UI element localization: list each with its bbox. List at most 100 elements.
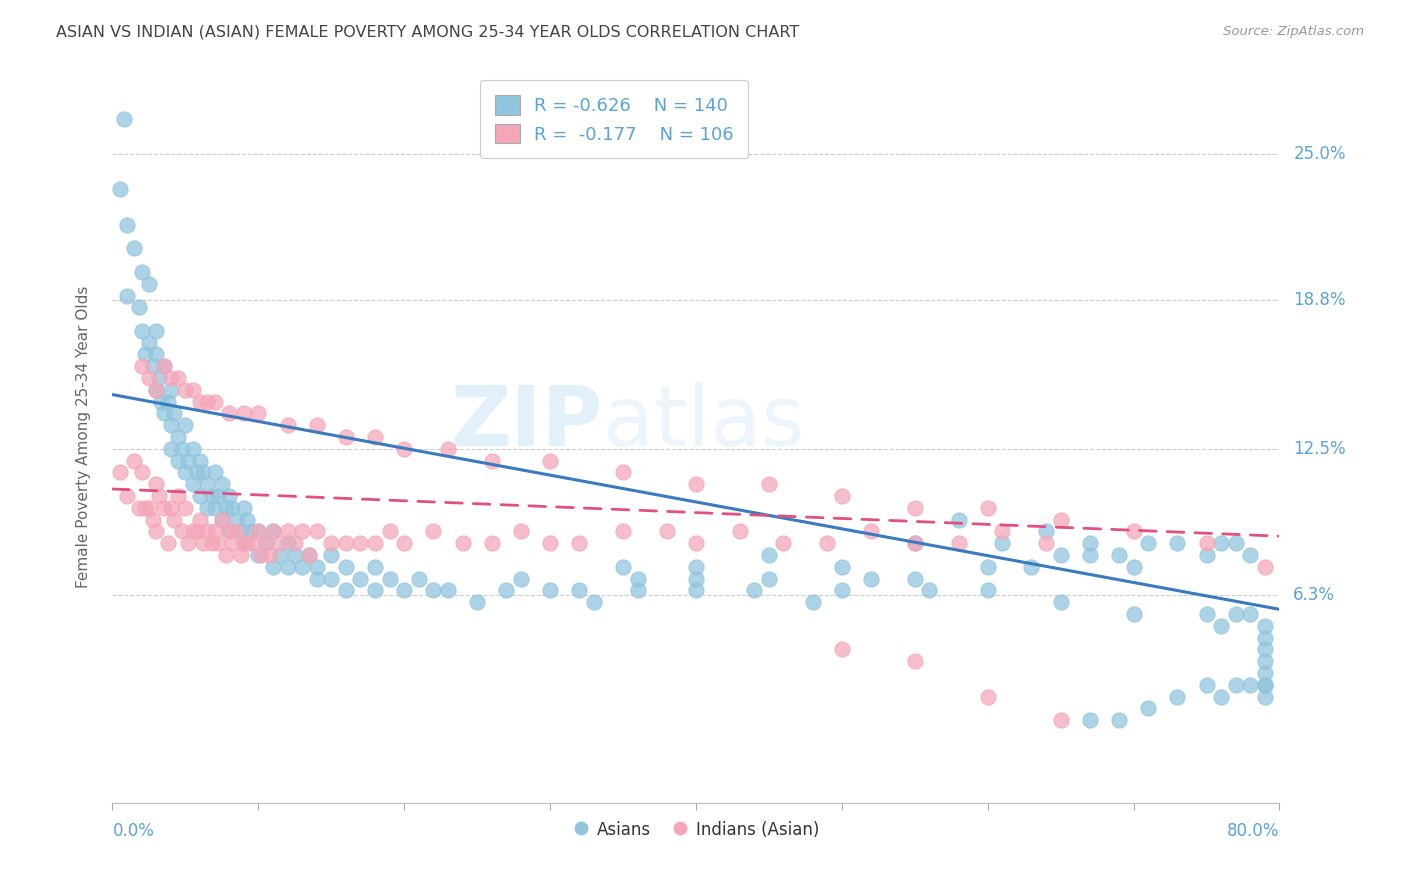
Point (276, 536, 298, 550)
Point (451, 536, 474, 550)
Point (1209, 690, 1232, 704)
Point (181, 477, 204, 491)
Point (291, 559, 314, 574)
Point (305, 559, 328, 574)
Point (1254, 654, 1277, 668)
Point (152, 359, 174, 374)
Point (211, 477, 233, 491)
Point (108, 182, 131, 196)
Point (218, 407, 240, 421)
Point (225, 513, 247, 527)
Point (394, 583, 416, 598)
Point (276, 418, 298, 433)
Point (904, 536, 927, 550)
Point (1254, 619, 1277, 633)
Point (131, 324, 153, 338)
Point (335, 559, 357, 574)
Point (976, 583, 998, 598)
Point (259, 548, 281, 562)
Point (269, 536, 291, 550)
Point (758, 477, 780, 491)
Point (138, 371, 160, 385)
Point (1239, 678, 1261, 692)
Point (335, 430, 357, 444)
Point (211, 513, 233, 527)
Point (1049, 595, 1071, 609)
Point (1254, 642, 1277, 657)
Point (1166, 690, 1188, 704)
Point (335, 583, 357, 598)
Point (247, 524, 270, 539)
Point (948, 513, 970, 527)
Point (148, 371, 170, 385)
Point (685, 572, 707, 586)
Point (305, 418, 328, 433)
Point (152, 500, 174, 515)
Point (408, 572, 430, 586)
Point (134, 500, 156, 515)
Point (685, 559, 707, 574)
Point (321, 572, 343, 586)
Point (831, 559, 853, 574)
Point (276, 524, 298, 539)
Point (1209, 619, 1232, 633)
Point (685, 583, 707, 598)
Text: 12.5%: 12.5% (1294, 440, 1346, 458)
Y-axis label: Female Poverty Among 25-34 Year Olds: Female Poverty Among 25-34 Year Olds (76, 286, 91, 588)
Point (904, 654, 927, 668)
Point (831, 583, 853, 598)
Point (108, 466, 131, 480)
Point (156, 394, 179, 409)
Point (364, 559, 387, 574)
Point (1254, 631, 1277, 645)
Point (235, 513, 257, 527)
Point (188, 489, 211, 503)
Point (188, 513, 211, 527)
Point (742, 583, 765, 598)
Point (437, 583, 460, 598)
Point (728, 524, 751, 539)
Point (215, 548, 238, 562)
Point (1239, 607, 1261, 621)
Point (481, 536, 503, 550)
Point (509, 572, 531, 586)
Point (1195, 678, 1218, 692)
Point (131, 466, 153, 480)
Point (172, 524, 194, 539)
Point (1078, 536, 1101, 550)
Point (254, 536, 277, 550)
Point (298, 548, 321, 562)
Point (134, 347, 156, 361)
Point (948, 536, 970, 550)
Point (188, 453, 211, 467)
Point (305, 572, 328, 586)
Point (627, 572, 650, 586)
Point (422, 524, 444, 539)
Point (204, 394, 226, 409)
Point (276, 559, 298, 574)
Point (145, 324, 167, 338)
Point (218, 489, 240, 503)
Point (218, 524, 240, 539)
Point (181, 383, 204, 397)
Point (145, 383, 167, 397)
Point (305, 524, 328, 539)
Point (1108, 548, 1130, 562)
Point (568, 536, 591, 550)
Point (1195, 536, 1218, 550)
Point (481, 453, 503, 467)
Point (831, 642, 853, 657)
Point (186, 524, 208, 539)
Point (191, 466, 214, 480)
Point (772, 536, 794, 550)
Point (831, 489, 853, 503)
Point (349, 536, 371, 550)
Point (364, 536, 387, 550)
Text: 0.0%: 0.0% (112, 822, 155, 839)
Point (160, 371, 183, 385)
Text: ZIP: ZIP (450, 382, 603, 463)
Point (1254, 678, 1277, 692)
Point (221, 536, 243, 550)
Point (1225, 536, 1247, 550)
Point (1035, 524, 1057, 539)
